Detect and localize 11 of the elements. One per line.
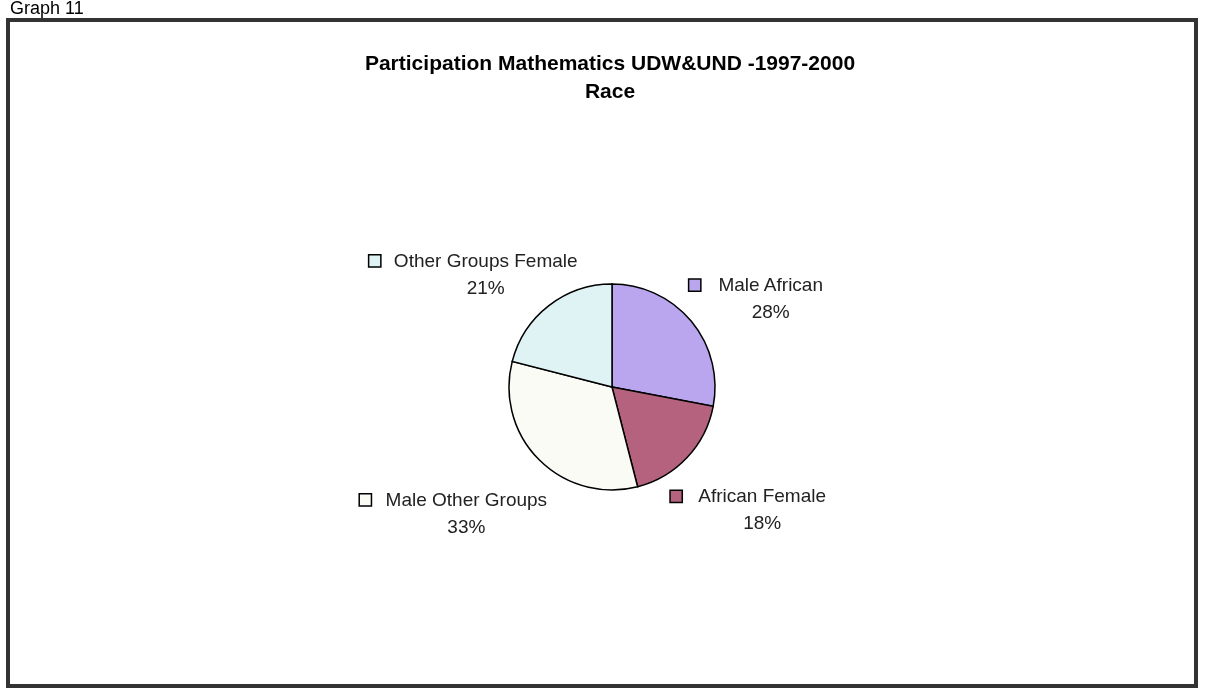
data-label: 33%: [447, 515, 486, 537]
legend-label: African Female: [698, 485, 827, 507]
chart-subtitle: Race: [584, 79, 636, 102]
data-label: 21%: [466, 276, 505, 298]
caption: Graph 11: [10, 0, 84, 18]
chart-title: Participation Mathematics UDW&UND -1997-2000: [364, 51, 856, 74]
data-label: 18%: [743, 512, 782, 534]
legend-label: Male African: [718, 274, 823, 296]
legend-label: Male Other Groups: [385, 488, 548, 510]
legend-label: Other Groups Female: [393, 249, 578, 271]
data-label: 28%: [751, 301, 790, 323]
